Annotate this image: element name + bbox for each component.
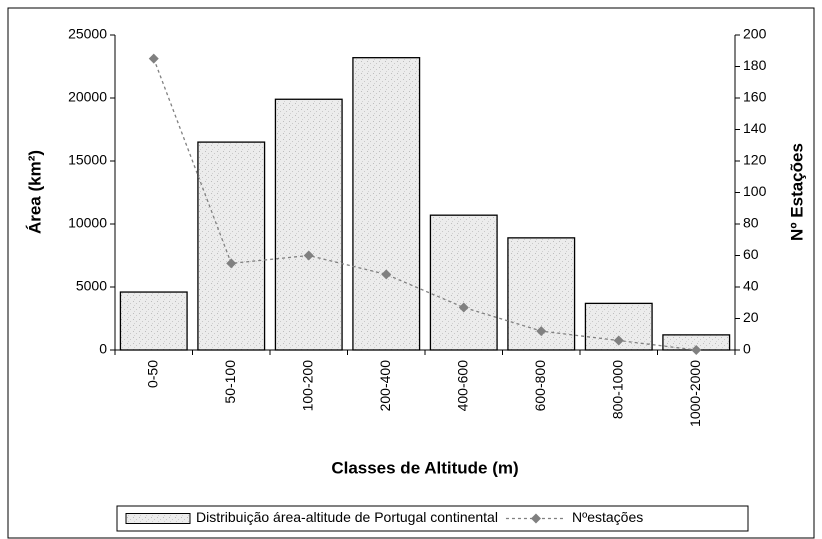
marker (303, 250, 314, 261)
bar (197, 141, 266, 351)
y2-tick-label: 20 (743, 309, 759, 325)
marker (226, 258, 237, 269)
y2-tick-label: 60 (743, 246, 759, 262)
y2-tick-label: 80 (743, 215, 759, 231)
y2-tick-label: 40 (743, 278, 759, 294)
marker (381, 269, 392, 280)
y2-tick-label: 100 (743, 183, 767, 199)
x-tick-label: 50-100 (222, 360, 238, 404)
x-tick-label: 600-800 (532, 360, 548, 412)
bar (429, 214, 498, 351)
y2-axis-title: Nº Estações (787, 143, 806, 241)
y-tick-label: 5000 (76, 278, 107, 294)
x-tick-label: 0-50 (144, 360, 160, 388)
y2-tick-label: 160 (743, 89, 767, 105)
x-tick-label: 1000-2000 (687, 360, 703, 427)
y-tick-label: 20000 (68, 89, 107, 105)
y-tick-label: 25000 (68, 26, 107, 42)
y2-tick-label: 180 (743, 57, 767, 73)
marker (458, 302, 469, 313)
legend-swatch (125, 513, 191, 524)
marker (148, 53, 159, 64)
frame (7, 7, 815, 539)
x-tick-label: 800-1000 (609, 360, 625, 419)
legend-label: Nºestações (572, 509, 643, 525)
x-tick-label: 200-400 (377, 360, 393, 412)
line (153, 58, 697, 351)
marker (536, 326, 547, 337)
y2-tick-label: 0 (743, 341, 751, 357)
legend-marker (530, 513, 541, 524)
x-tick-label: 400-600 (454, 360, 470, 412)
y-axis-title: Área (km²) (25, 150, 44, 234)
y2-tick-label: 120 (743, 152, 767, 168)
y-tick-label: 0 (99, 341, 107, 357)
x-tick-label: 100-200 (299, 360, 315, 412)
y2-tick-label: 140 (743, 120, 767, 136)
bar (274, 98, 343, 351)
y-tick-label: 10000 (68, 215, 107, 231)
x-axis-title: Classes de Altitude (m) (331, 458, 518, 477)
legend-box (116, 505, 749, 532)
legend-label: Distribuição área-altitude de Portugal c… (196, 509, 498, 525)
bar (119, 291, 188, 351)
y2-tick-label: 200 (743, 26, 767, 42)
marker (691, 345, 702, 355)
marker (613, 335, 624, 346)
y-tick-label: 15000 (68, 152, 107, 168)
bar (352, 57, 421, 351)
